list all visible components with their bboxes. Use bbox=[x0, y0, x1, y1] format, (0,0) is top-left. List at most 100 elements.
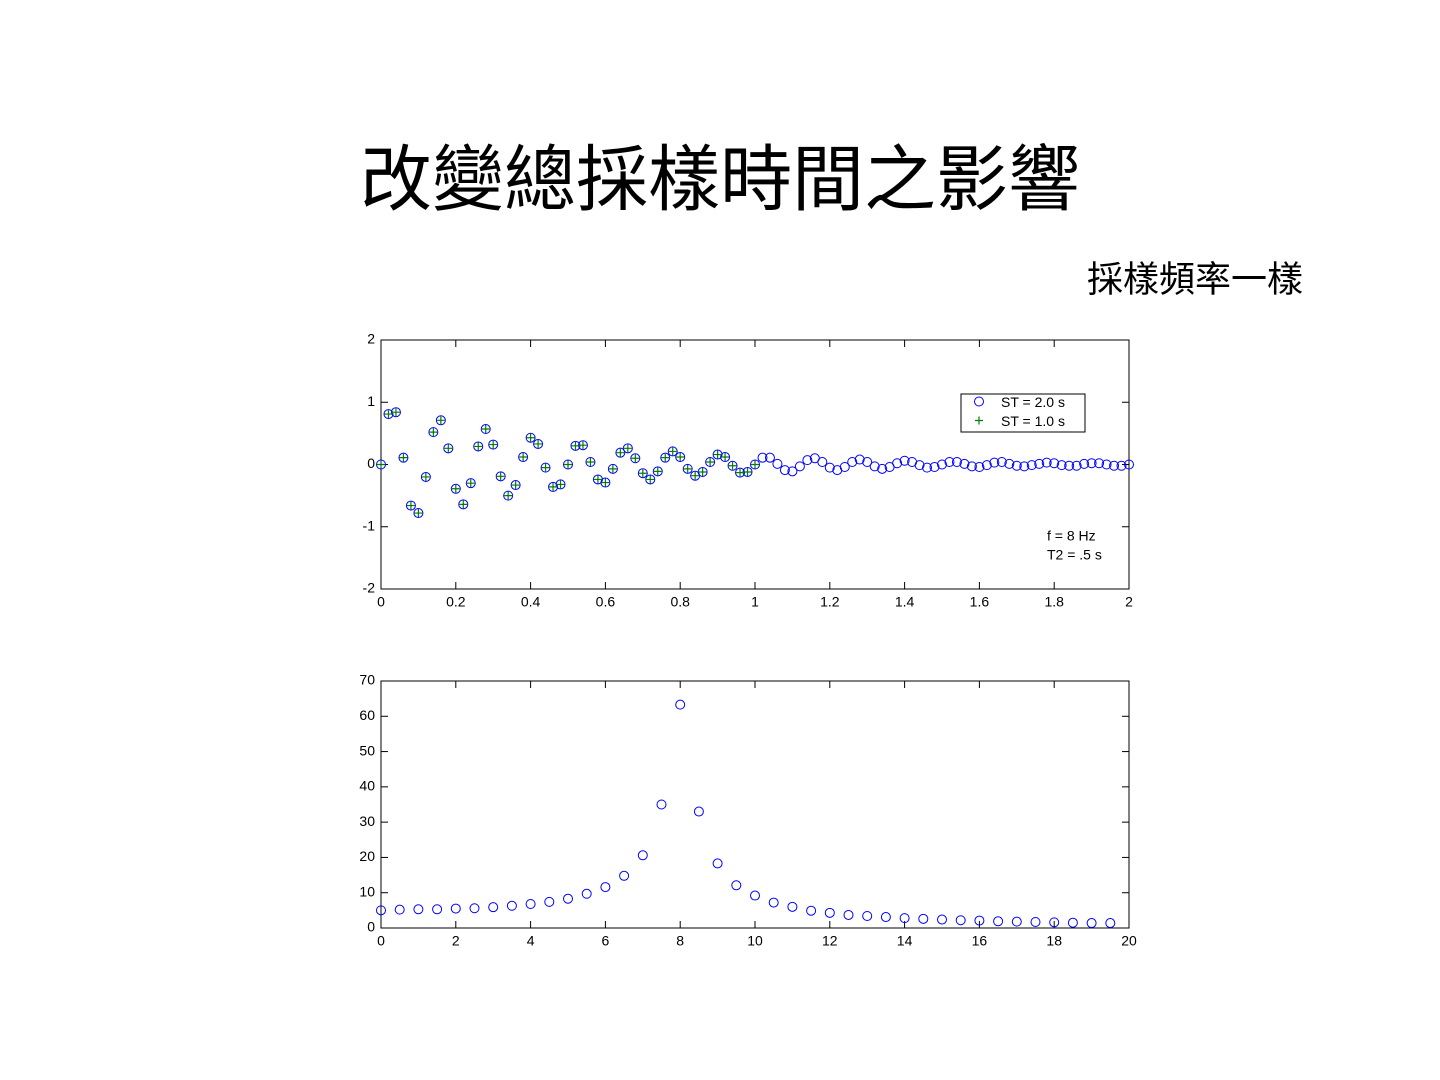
circle-marker bbox=[390, 407, 401, 418]
circle-marker bbox=[750, 459, 760, 470]
x-tick-label: 0.8 bbox=[670, 594, 690, 610]
circle-marker bbox=[581, 888, 592, 899]
circle-marker bbox=[600, 477, 611, 488]
circle-marker bbox=[619, 870, 630, 881]
x-tick-label: 0.4 bbox=[521, 594, 541, 610]
circle-marker bbox=[735, 467, 746, 478]
circle-marker bbox=[544, 896, 555, 907]
circle-marker bbox=[955, 915, 966, 926]
circle-marker bbox=[712, 858, 723, 869]
circle-marker bbox=[892, 458, 903, 469]
y-tick-label: 0 bbox=[367, 919, 375, 935]
x-tick-label: 2 bbox=[452, 933, 460, 949]
circle-marker bbox=[993, 916, 1004, 927]
plus-marker bbox=[646, 475, 655, 484]
plus-marker bbox=[377, 460, 385, 469]
circle-marker bbox=[533, 438, 544, 449]
circle-marker bbox=[697, 466, 708, 477]
plus-marker bbox=[608, 464, 617, 473]
circle-marker bbox=[473, 441, 484, 452]
circle-marker bbox=[510, 480, 521, 491]
circle-marker bbox=[1124, 459, 1134, 470]
x-tick-label: 10 bbox=[747, 933, 763, 949]
x-tick-label: 6 bbox=[602, 933, 610, 949]
legend-box bbox=[960, 393, 1086, 433]
plus-marker bbox=[728, 461, 737, 470]
circle-marker bbox=[802, 455, 813, 466]
circle-marker bbox=[667, 446, 678, 457]
circle-marker bbox=[929, 461, 940, 472]
plus-marker bbox=[578, 441, 587, 450]
plus-marker bbox=[564, 460, 572, 469]
circle-marker bbox=[600, 882, 611, 893]
plus-marker bbox=[601, 478, 610, 487]
circle-marker bbox=[817, 457, 828, 468]
circle-marker bbox=[862, 911, 873, 922]
circle-marker bbox=[705, 457, 716, 468]
circle-marker bbox=[742, 466, 753, 477]
plus-marker bbox=[661, 453, 670, 462]
circle-marker bbox=[525, 432, 536, 443]
y-tick-label: 1 bbox=[367, 393, 375, 409]
circle-marker bbox=[1086, 918, 1097, 929]
x-tick-label: 20 bbox=[1121, 933, 1137, 949]
plus-marker bbox=[668, 447, 677, 456]
circle-marker bbox=[1056, 460, 1067, 471]
plus-marker bbox=[698, 467, 707, 476]
circle-marker bbox=[495, 471, 506, 482]
y-tick-label: 2 bbox=[367, 331, 375, 347]
circle-marker bbox=[996, 457, 1007, 468]
circle-marker bbox=[944, 457, 955, 468]
circle-marker bbox=[1019, 461, 1030, 472]
circle-marker bbox=[420, 471, 431, 482]
y-tick-label: 40 bbox=[359, 778, 375, 794]
circle-marker bbox=[862, 457, 873, 468]
circle-marker bbox=[656, 799, 667, 810]
circle-marker bbox=[806, 905, 817, 916]
circle-marker bbox=[1030, 917, 1041, 928]
circle-marker bbox=[768, 897, 779, 908]
legend-label: ST = 2.0 s bbox=[1001, 394, 1065, 410]
circle-marker bbox=[1011, 916, 1022, 927]
y-tick-label: 70 bbox=[359, 672, 375, 688]
circle-marker bbox=[981, 460, 992, 471]
plus-marker bbox=[691, 471, 700, 480]
circle-marker bbox=[937, 459, 947, 470]
circle-marker bbox=[398, 452, 409, 463]
circle-marker bbox=[413, 904, 424, 915]
plus-marker bbox=[391, 408, 400, 417]
y-tick-label: 50 bbox=[359, 742, 375, 758]
plus-marker bbox=[481, 425, 490, 434]
x-tick-label: 16 bbox=[972, 933, 988, 949]
y-tick-label: 60 bbox=[359, 707, 375, 723]
circle-marker bbox=[555, 479, 566, 490]
x-tick-label: 8 bbox=[676, 933, 684, 949]
circle-marker bbox=[428, 427, 439, 438]
circle-marker bbox=[525, 899, 536, 910]
plus-marker bbox=[586, 458, 595, 467]
circle-marker bbox=[615, 447, 626, 458]
circle-marker bbox=[966, 461, 977, 472]
circle-marker bbox=[376, 459, 386, 470]
circle-marker bbox=[376, 905, 386, 916]
y-tick-label: 30 bbox=[359, 813, 375, 829]
plus-marker bbox=[414, 509, 423, 518]
plus-marker bbox=[519, 453, 528, 462]
plus-marker bbox=[421, 472, 430, 481]
circle-marker bbox=[914, 460, 925, 471]
circle-marker bbox=[869, 461, 880, 472]
circle-marker bbox=[570, 440, 581, 451]
circle-marker bbox=[693, 806, 704, 817]
plus-marker bbox=[616, 448, 625, 457]
circle-marker bbox=[787, 901, 798, 912]
plus-marker bbox=[653, 467, 662, 476]
circle-marker bbox=[1116, 460, 1127, 471]
circle-marker bbox=[974, 915, 985, 926]
x-tick-label: 0 bbox=[377, 933, 385, 949]
circle-marker bbox=[540, 462, 551, 473]
circle-marker bbox=[637, 468, 648, 479]
circle-marker bbox=[637, 850, 648, 861]
x-tick-label: 4 bbox=[527, 933, 535, 949]
circle-marker bbox=[518, 452, 529, 463]
circle-marker bbox=[989, 457, 1000, 468]
